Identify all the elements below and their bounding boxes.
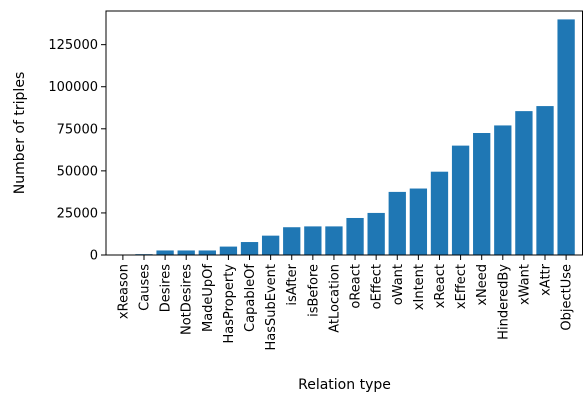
- x-tick-label: xWant: [517, 264, 532, 305]
- bar-Desires: [156, 250, 174, 255]
- x-tick-label: HasSubEvent: [264, 264, 279, 351]
- y-tick-label: 125000: [48, 38, 98, 53]
- x-tick-label: isBefore: [306, 264, 321, 317]
- x-axis: xReason Causes Desires NotDesires MadeUpOf Ha…: [116, 255, 575, 351]
- bar-HasProperty: [219, 246, 238, 255]
- y-tick-label: 25000: [57, 206, 98, 221]
- x-tick-label: ObjectUse: [560, 264, 575, 331]
- y-axis-label: Number of triples: [12, 72, 28, 194]
- x-tick-label: oReact: [349, 264, 364, 309]
- bars-group: [114, 19, 575, 256]
- bar-isAfter: [283, 227, 301, 255]
- y-tick-label: 50000: [57, 164, 98, 179]
- bar-HasSubEvent: [261, 235, 280, 255]
- y-tick-label: 75000: [57, 122, 98, 137]
- bar-oEffect: [367, 212, 385, 255]
- bar-xReact: [430, 171, 449, 255]
- x-tick-label: oEffect: [370, 264, 385, 309]
- y-tick-label: 100000: [48, 80, 98, 95]
- x-tick-label: xEffect: [454, 264, 469, 309]
- x-tick-label: MadeUpOf: [201, 264, 216, 332]
- bar-oWant: [388, 191, 406, 255]
- bar-xWant: [515, 111, 533, 256]
- bar-AtLocation: [325, 226, 343, 255]
- bar-xAttr: [536, 106, 554, 255]
- x-tick-label: Causes: [137, 264, 152, 311]
- x-tick-label: xAttr: [539, 263, 554, 296]
- x-tick-label: xReason: [116, 264, 131, 319]
- bar-isBefore: [304, 226, 322, 255]
- bar-oReact: [346, 217, 364, 255]
- x-tick-label: HasProperty: [222, 264, 237, 344]
- x-tick-label: NotDesires: [180, 264, 195, 335]
- bar-MadeUpOf: [198, 250, 216, 255]
- bar-CapableOf: [240, 242, 259, 255]
- x-tick-label: AtLocation: [327, 264, 342, 333]
- x-tick-label: isAfter: [285, 263, 300, 305]
- x-tick-label: Desires: [159, 264, 174, 312]
- x-tick-label: CapableOf: [243, 264, 258, 332]
- bar-xNeed: [473, 133, 491, 255]
- x-tick-label: oWant: [391, 264, 406, 305]
- bar-ObjectUse: [557, 19, 575, 255]
- x-tick-label: HinderedBy: [496, 264, 511, 340]
- y-axis: 0 25000 50000 75000 100000 125000: [48, 38, 106, 264]
- x-tick-label: xIntent: [412, 264, 427, 310]
- bar-HinderedBy: [494, 125, 512, 256]
- bar-xEffect: [451, 145, 470, 255]
- bar-xIntent: [409, 188, 428, 255]
- y-tick-label: 0: [90, 249, 98, 264]
- x-tick-label: xReact: [433, 264, 448, 308]
- x-tick-label: xNeed: [475, 264, 490, 306]
- x-axis-label: Relation type: [298, 377, 391, 392]
- bar-NotDesires: [177, 250, 195, 255]
